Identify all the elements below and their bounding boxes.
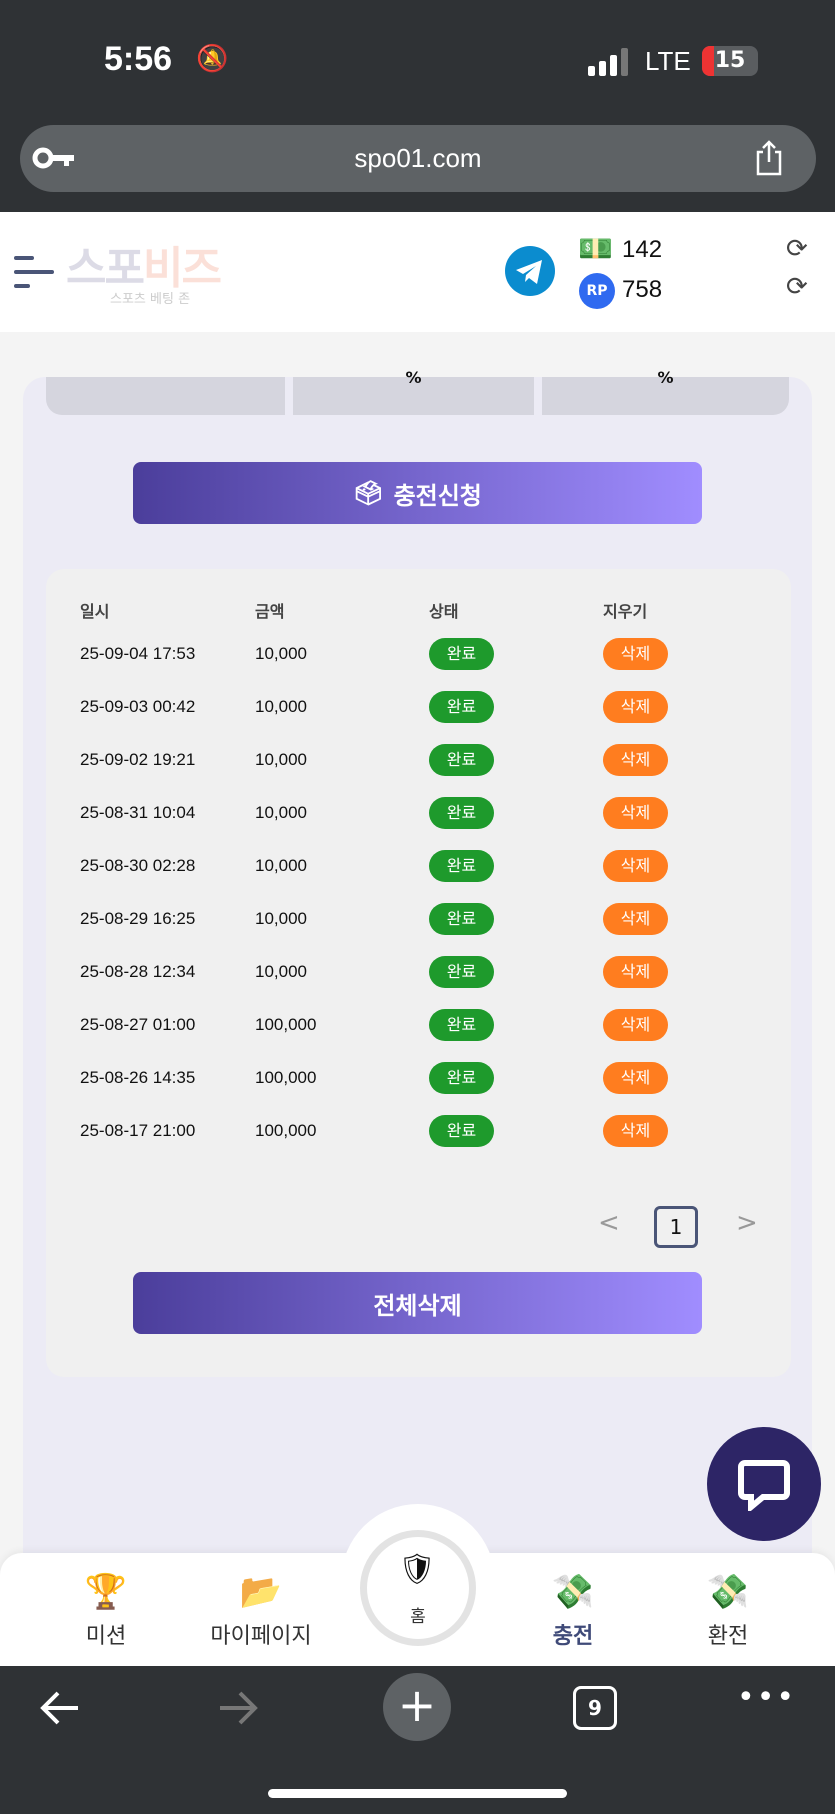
battery-icon: 15	[702, 46, 758, 76]
menu-icon[interactable]	[14, 252, 56, 292]
row-date: 25-08-29 16:25	[80, 909, 196, 928]
logo-subtitle: 스포츠 베팅 존	[110, 292, 191, 307]
delete-row-button[interactable]: 삭제	[603, 903, 668, 935]
folder-icon: 📂	[239, 1572, 283, 1612]
site-header: 스포비즈 스포츠 베팅 존 💵 142 RP 758 ⟳ ⟳	[0, 212, 835, 332]
site-logo[interactable]: 스포비즈	[66, 243, 222, 294]
back-icon[interactable]	[38, 1688, 82, 1728]
delete-row-button[interactable]: 삭제	[603, 850, 668, 882]
col-header-delete: 지우기	[603, 602, 648, 621]
row-amount: 10,000	[255, 750, 307, 769]
status-badge: 완료	[429, 638, 494, 670]
address-bar[interactable]: spo01.com	[20, 125, 816, 192]
row-amount: 100,000	[255, 1121, 317, 1140]
delete-row-button[interactable]: 삭제	[603, 1009, 668, 1041]
more-icon[interactable]: •••	[737, 1680, 797, 1715]
withdraw-icon: 💸	[706, 1572, 750, 1612]
col-header-status: 상태	[429, 602, 459, 621]
url-text: spo01.com	[354, 143, 482, 173]
rp-balance: 758	[622, 276, 663, 303]
delete-row-button[interactable]: 삭제	[603, 1062, 668, 1094]
tabs-button[interactable]: 9	[573, 1686, 617, 1730]
status-badge: 완료	[429, 903, 494, 935]
next-page-button[interactable]: >	[736, 1208, 758, 1238]
nav-withdraw[interactable]: 환전	[707, 1624, 749, 1649]
status-badge: 완료	[429, 797, 494, 829]
nav-mission[interactable]: 미션	[85, 1624, 127, 1649]
trophy-icon: 🏆	[84, 1572, 128, 1612]
row-date: 25-08-26 14:35	[80, 1068, 196, 1087]
status-badge: 완료	[429, 744, 494, 776]
row-amount: 100,000	[255, 1015, 317, 1034]
home-indicator	[268, 1789, 567, 1798]
row-date: 25-09-02 19:21	[80, 750, 196, 769]
row-amount: 10,000	[255, 856, 307, 875]
row-date: 25-08-17 21:00	[80, 1121, 196, 1140]
row-amount: 10,000	[255, 697, 307, 716]
signal-icon	[588, 48, 628, 76]
col-header-amount: 금액	[255, 602, 285, 621]
delete-all-button[interactable]: 전체삭제	[133, 1272, 702, 1334]
delete-row-button[interactable]: 삭제	[603, 956, 668, 988]
refresh-money-icon[interactable]: ⟳	[786, 234, 808, 264]
home-emblem-icon: 🛡	[398, 1552, 437, 1587]
money-icon: 💵	[578, 232, 613, 265]
refresh-rp-icon[interactable]: ⟳	[786, 272, 808, 302]
nav-home-label: 홈	[410, 1607, 426, 1627]
hand-card-icon: 🗳	[353, 479, 384, 507]
prev-page-button[interactable]: <	[598, 1208, 620, 1238]
money-balance: 142	[622, 236, 663, 263]
delete-row-button[interactable]: 삭제	[603, 691, 668, 723]
row-date: 25-08-27 01:00	[80, 1015, 196, 1034]
network-type: LTE	[645, 46, 691, 76]
col-header-date: 일시	[80, 602, 110, 621]
row-amount: 10,000	[255, 909, 307, 928]
delete-row-button[interactable]: 삭제	[603, 797, 668, 829]
row-date: 25-09-04 17:53	[80, 644, 196, 663]
row-date: 25-08-30 02:28	[80, 856, 196, 875]
nav-mypage[interactable]: 마이페이지	[210, 1624, 312, 1649]
row-amount: 10,000	[255, 962, 307, 981]
nav-deposit[interactable]: 충전	[552, 1624, 594, 1649]
delete-row-button[interactable]: 삭제	[603, 744, 668, 776]
status-badge: 완료	[429, 1062, 494, 1094]
chat-button[interactable]	[707, 1427, 821, 1541]
summary-cell: %	[542, 370, 789, 415]
rp-coin-icon: RP	[579, 273, 615, 309]
ios-status-bar: 5:56 🔕 LTE 15 spo01.com	[0, 0, 835, 212]
delete-row-button[interactable]: 삭제	[603, 638, 668, 670]
row-date: 25-09-03 00:42	[80, 697, 196, 716]
new-tab-button[interactable]: +	[383, 1673, 451, 1741]
page-1-button[interactable]: 1	[654, 1206, 698, 1248]
status-badge: 완료	[429, 956, 494, 988]
status-badge: 완료	[429, 691, 494, 723]
status-badge: 완료	[429, 1115, 494, 1147]
key-icon	[32, 147, 74, 169]
chat-bubble-icon	[738, 1460, 790, 1511]
row-amount: 10,000	[255, 803, 307, 822]
deposit-icon: 💸	[551, 1572, 595, 1612]
silent-bell-icon: 🔕	[196, 44, 229, 74]
summary-cell: %	[293, 370, 534, 415]
row-date: 25-08-28 12:34	[80, 962, 196, 981]
forward-icon[interactable]	[216, 1688, 260, 1728]
summary-cell	[46, 377, 285, 415]
delete-row-button[interactable]: 삭제	[603, 1115, 668, 1147]
row-amount: 10,000	[255, 644, 307, 663]
row-amount: 100,000	[255, 1068, 317, 1087]
clock: 5:56	[104, 40, 173, 78]
nav-home[interactable]	[360, 1530, 476, 1646]
charge-request-button[interactable]: 🗳 충전신청	[133, 462, 702, 524]
row-date: 25-08-31 10:04	[80, 803, 196, 822]
status-badge: 완료	[429, 1009, 494, 1041]
share-icon[interactable]	[754, 140, 784, 176]
status-badge: 완료	[429, 850, 494, 882]
telegram-icon[interactable]	[505, 246, 555, 296]
